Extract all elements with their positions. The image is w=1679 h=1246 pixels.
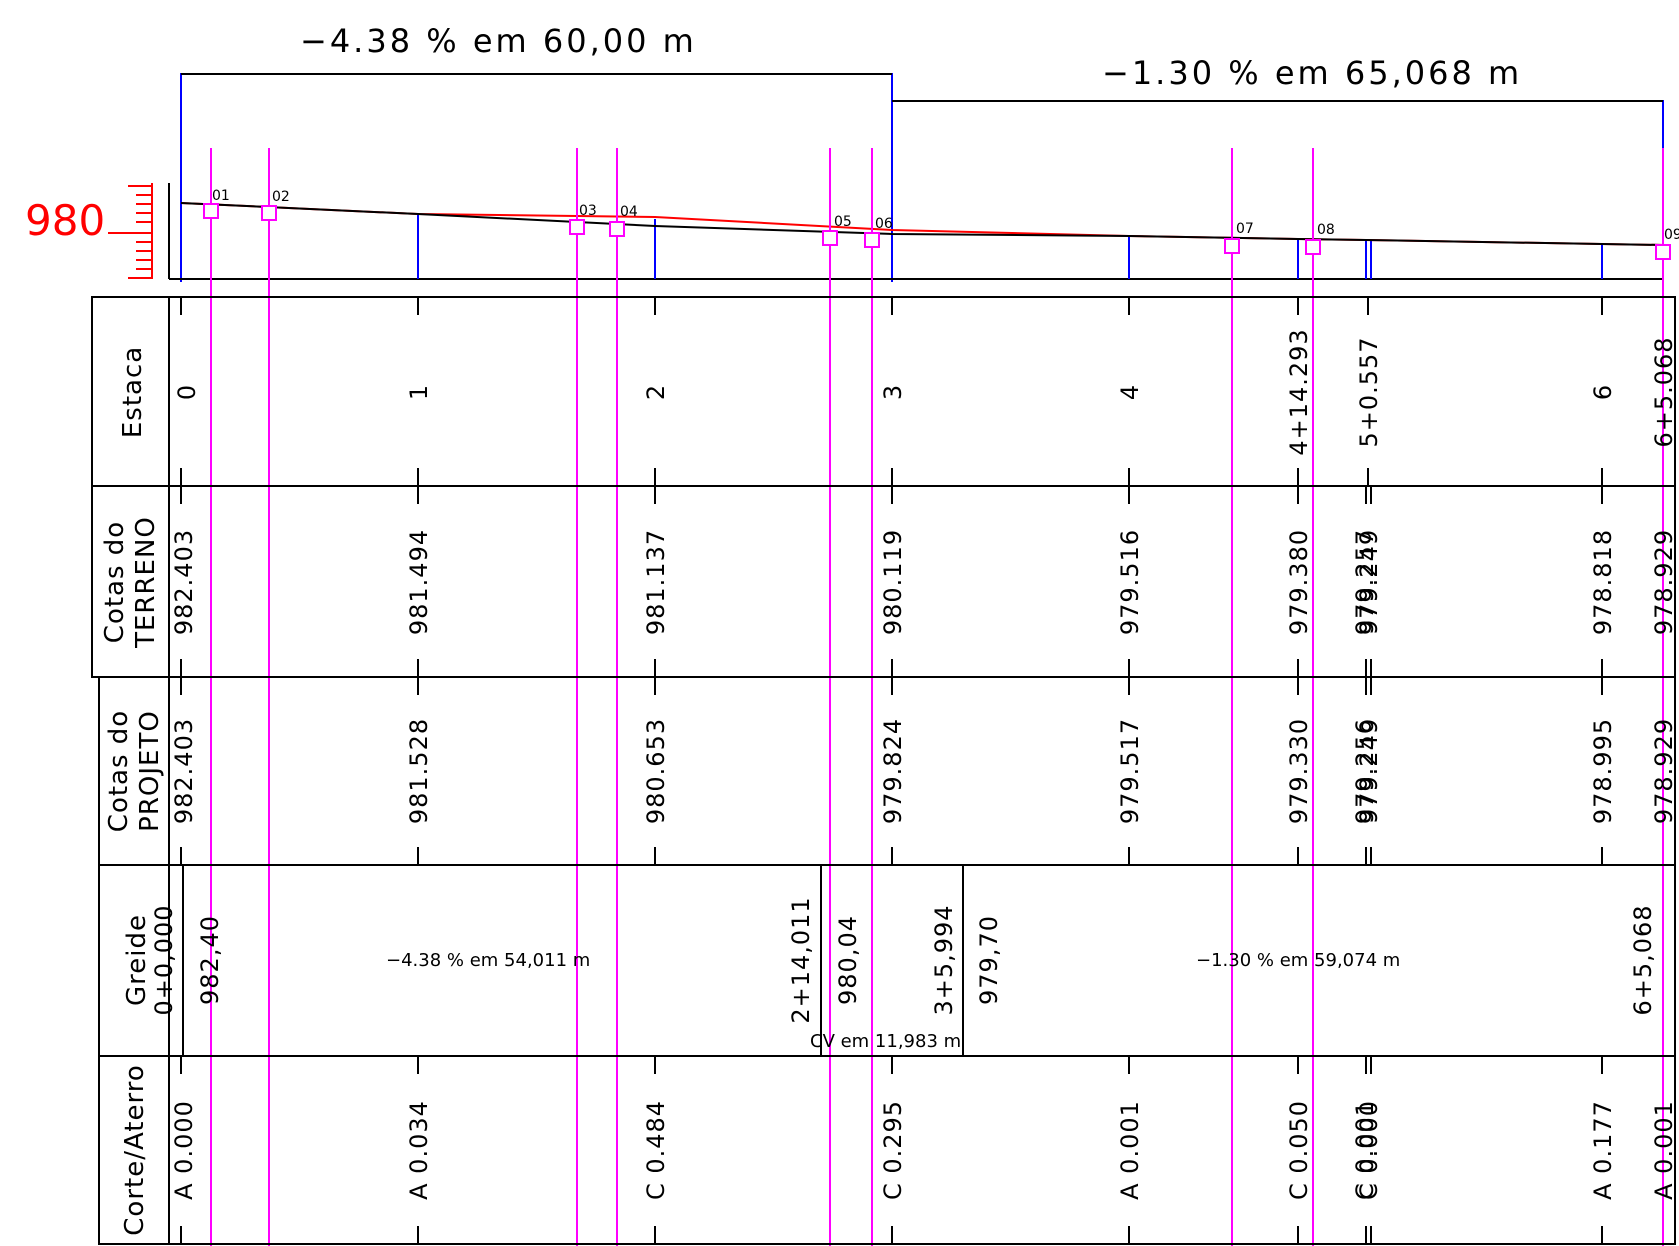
greide-grade-1: −4.38 % em 54,011 m xyxy=(386,950,590,971)
corte-value: A 0.177 xyxy=(1589,1100,1617,1200)
corte-value: A 0.001 xyxy=(1116,1100,1144,1200)
grade-brackets: −4.38 % em 60,00 m −1.30 % em 65,068 m xyxy=(180,22,1664,282)
estaca-value: 1 xyxy=(405,384,433,400)
marker-label: 03 xyxy=(579,203,597,219)
marker-label: 09 xyxy=(1664,227,1679,243)
profile-area xyxy=(169,202,1664,280)
design-line xyxy=(180,202,1664,246)
greide-end-station: 6+5,068 xyxy=(1629,904,1657,1015)
projeto-value: 979.256 xyxy=(1351,718,1379,824)
marker-label: 08 xyxy=(1317,222,1335,238)
corte-value: A 0.000 xyxy=(170,1100,198,1200)
terreno-value: 979.380 xyxy=(1285,529,1313,635)
greide-start-station: 0+0,000 xyxy=(150,904,178,1015)
marker-label: 01 xyxy=(212,188,230,204)
estaca-value: 5+0.557 xyxy=(1355,336,1383,447)
corte-value: A 0.001 xyxy=(1650,1100,1678,1200)
terreno-value: 979.257 xyxy=(1351,529,1379,635)
marker-label: 04 xyxy=(620,204,638,220)
corte-value: C 0.050 xyxy=(1285,1100,1313,1200)
terreno-value: 978.929 xyxy=(1650,529,1678,635)
elevation-scale: 980 xyxy=(25,183,170,279)
marker-label: 05 xyxy=(834,214,852,230)
greide-start-elev: 982,40 xyxy=(196,915,224,1005)
corte-value: C 0.001 xyxy=(1351,1100,1379,1200)
row-label-estaca: Estaca xyxy=(118,346,148,438)
marker-label: 07 xyxy=(1236,221,1254,237)
grade-label-1: −4.38 % em 60,00 m xyxy=(300,22,697,60)
greide-values: 0+0,000 982,40 −4.38 % em 54,011 m 2+14,… xyxy=(150,896,1657,1052)
greide-pcv-station: 2+14,011 xyxy=(787,896,815,1023)
corte-value: C 0.295 xyxy=(879,1100,907,1200)
projeto-value: 979.517 xyxy=(1116,718,1144,824)
projeto-value: 978.929 xyxy=(1650,718,1678,824)
marker-label: 02 xyxy=(272,189,290,205)
row-label-greide: Greide xyxy=(122,914,152,1006)
terreno-value: 979.516 xyxy=(1116,529,1144,635)
projeto-value: 979.249 xyxy=(1355,718,1383,824)
corte-value: C 0.000 xyxy=(1355,1100,1383,1200)
scale-label: 980 xyxy=(25,196,105,245)
projeto-value: 978.995 xyxy=(1589,718,1617,824)
row-label-corte-aterro: Corte/Aterro xyxy=(120,1064,150,1235)
projeto-value: 979.330 xyxy=(1285,718,1313,824)
marker-boxes xyxy=(203,203,1671,260)
terreno-value: 981.494 xyxy=(405,529,433,635)
greide-ptv-station: 3+5,994 xyxy=(930,904,958,1015)
estaca-value: 0 xyxy=(173,384,201,400)
terreno-value: 979.249 xyxy=(1355,529,1383,635)
row-labels: Estaca Cotas do TERRENO Cotas do PROJETO… xyxy=(100,346,165,1236)
greide-piv-elev: 980,04 xyxy=(834,915,862,1005)
estaca-value: 6 xyxy=(1589,384,1617,400)
row-label-projeto-1: Cotas do xyxy=(104,710,134,832)
greide-ptv-elev: 979,70 xyxy=(975,915,1003,1005)
projeto-value: 980.653 xyxy=(642,718,670,824)
corte-value: C 0.484 xyxy=(642,1100,670,1200)
row-label-terreno-2: TERRENO xyxy=(131,516,161,649)
greide-grade-2: −1.30 % em 59,074 m xyxy=(1196,950,1400,971)
projeto-values: 982.403 981.528 980.653 979.824 979.517 … xyxy=(170,718,1678,824)
row-label-projeto-2: PROJETO xyxy=(135,710,165,832)
terreno-value: 980.119 xyxy=(879,529,907,635)
grade-label-2: −1.30 % em 65,068 m xyxy=(1102,54,1522,92)
estaca-value: 4+14.293 xyxy=(1285,328,1313,455)
corte-value: A 0.034 xyxy=(405,1100,433,1200)
projeto-value: 979.824 xyxy=(879,718,907,824)
projeto-value: 981.528 xyxy=(405,718,433,824)
terreno-value: 982.403 xyxy=(170,529,198,635)
marker-label: 06 xyxy=(875,216,893,232)
projeto-value: 982.403 xyxy=(170,718,198,824)
corte-values: A 0.000 A 0.034 C 0.484 C 0.295 A 0.001 … xyxy=(170,1100,1678,1200)
row-label-terreno-1: Cotas do xyxy=(100,521,130,643)
terreno-values: 982.403 981.494 981.137 980.119 979.516 … xyxy=(170,529,1678,635)
greide-curve-length: CV em 11,983 m xyxy=(810,1031,961,1052)
estaca-values: 0 1 2 3 4 4+14.293 5+0.557 6 6+5.068 xyxy=(173,328,1678,455)
estaca-value: 3 xyxy=(879,384,907,400)
estaca-value: 6+5.068 xyxy=(1650,336,1678,447)
station-verticals xyxy=(417,214,1603,279)
profile-table xyxy=(91,296,1676,1245)
marker-labels: 01 02 03 04 05 06 07 08 09 xyxy=(212,188,1679,243)
estaca-value: 2 xyxy=(642,384,670,400)
terrain-line xyxy=(180,202,1664,246)
terreno-value: 981.137 xyxy=(642,529,670,635)
estaca-value: 4 xyxy=(1116,384,1144,400)
terreno-value: 978.818 xyxy=(1589,529,1617,635)
marker-lines xyxy=(210,148,1664,1246)
